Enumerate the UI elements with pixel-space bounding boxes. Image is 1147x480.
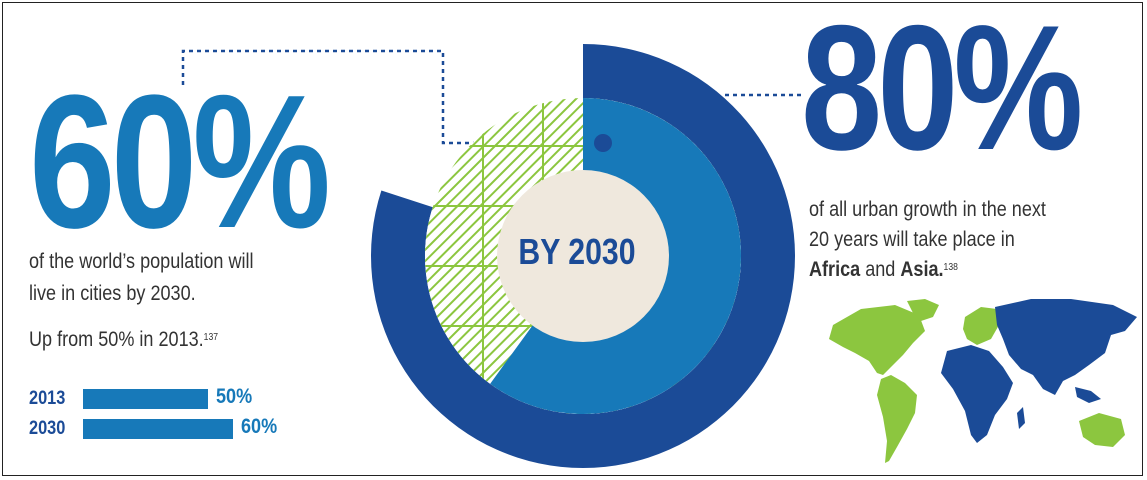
world-map: [829, 299, 1137, 463]
bar-2030: [83, 419, 233, 439]
big-number-60: 60%: [29, 56, 331, 268]
map-africa: [941, 345, 1025, 443]
bar-value-2013: 50%: [216, 385, 253, 408]
right-text-line2: 20 years will take place in: [809, 228, 1015, 251]
center-label: BY 2030: [518, 231, 636, 272]
bar-2013: [83, 389, 208, 409]
right-text-line3: Africa and Asia.138: [809, 258, 958, 281]
map-asia: [995, 299, 1137, 403]
left-text-line2: live in cities by 2030.: [29, 282, 196, 305]
bar-value-2030: 60%: [241, 415, 278, 438]
center-circle: [497, 170, 669, 342]
region-africa: Africa: [809, 258, 861, 281]
bar-label-2030: 2030: [29, 418, 66, 439]
right-text-line1: of all urban growth in the next: [809, 198, 1046, 221]
left-text-line1: of the world’s population will: [29, 250, 254, 273]
map-oceania: [1079, 413, 1125, 447]
region-asia: Asia.: [900, 258, 944, 281]
map-europe: [963, 307, 999, 345]
donut-chart: [181, 44, 803, 468]
left-note: Up from 50% in 2013.137: [29, 328, 219, 351]
map-americas: [829, 299, 939, 463]
big-number-80: 80%: [801, 2, 1083, 187]
connector-dot: [594, 134, 612, 152]
bar-label-2013: 2013: [29, 388, 66, 409]
